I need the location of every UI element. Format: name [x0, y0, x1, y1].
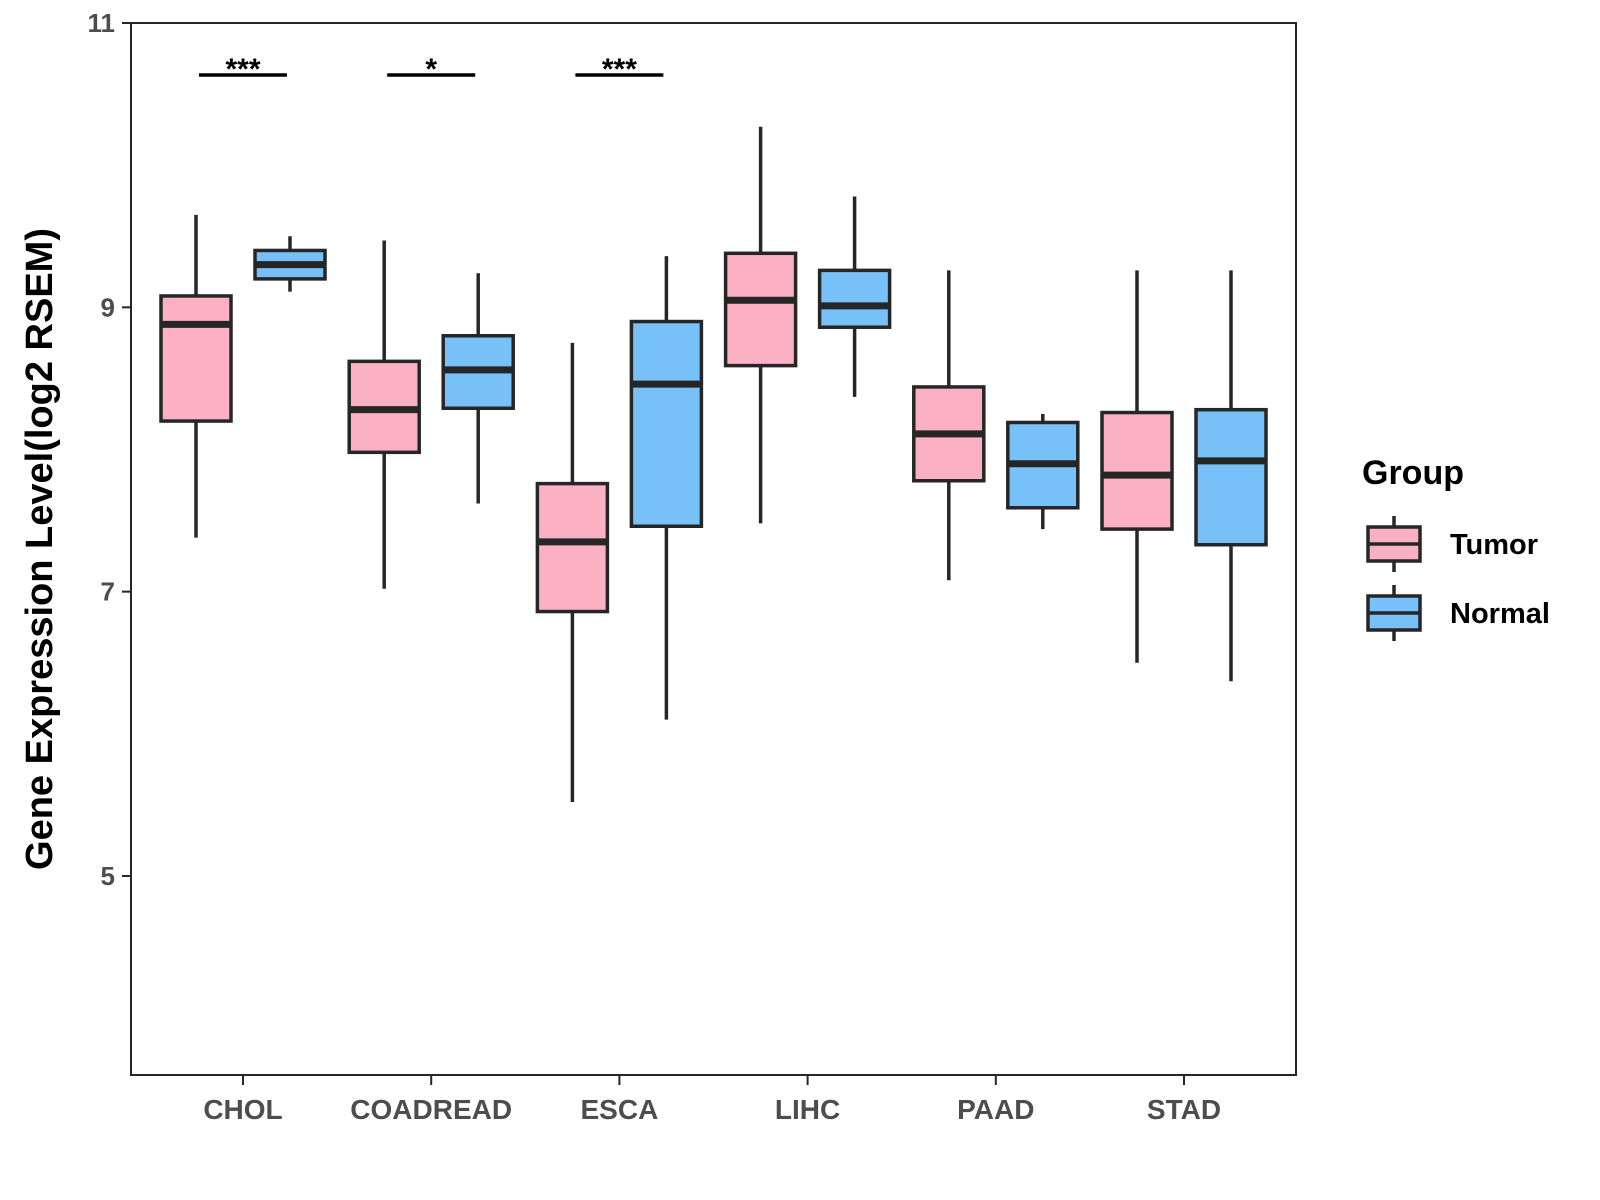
axes: 5 7 9 11 CHOL COADREAD ESCA LIHC PAAD STAD Gene Ex… — [19, 8, 1297, 1125]
legend-title: Group — [1362, 454, 1464, 492]
box-normal-lihc — [817, 196, 892, 397]
box-normal-stad — [1194, 270, 1268, 682]
significance-label: *** — [225, 53, 260, 86]
box-normal-chol — [253, 236, 327, 292]
box-tumor-paad — [912, 270, 986, 581]
plot-area: *** * *** — [159, 53, 1268, 803]
significance-label: *** — [602, 53, 637, 86]
box-iqr — [535, 481, 610, 614]
box-tumor-stad — [1100, 270, 1174, 663]
legend-item-tumor: Tumor — [1366, 516, 1538, 572]
legend: Group Tumor Normal — [1362, 454, 1550, 641]
box-normal-esca — [629, 256, 704, 720]
box-tumor-coadread — [347, 240, 421, 589]
y-tick-label: 5 — [101, 861, 115, 891]
x-tick-label: COADREAD — [350, 1094, 512, 1125]
y-tick-label: 11 — [88, 8, 116, 38]
box-iqr — [1100, 410, 1174, 531]
x-tick-label: ESCA — [581, 1094, 659, 1125]
x-tick-label: PAAD — [957, 1094, 1034, 1125]
box-tumor-lihc — [723, 126, 798, 524]
box-iqr — [159, 294, 233, 423]
y-tick-label: 9 — [101, 292, 115, 322]
legend-item-normal: Normal — [1366, 585, 1550, 641]
box-iqr — [1194, 407, 1268, 547]
y-axis-title: Gene Expression Level(log2 RSEM) — [19, 228, 61, 870]
box-iqr — [629, 319, 704, 529]
box-iqr — [817, 268, 892, 329]
x-tick-label: CHOL — [203, 1094, 282, 1125]
box-tumor-chol — [159, 214, 233, 538]
box-iqr — [723, 251, 798, 368]
x-tick-label: LIHC — [775, 1094, 840, 1125]
legend-label: Tumor — [1450, 529, 1538, 561]
legend-label: Normal — [1450, 598, 1550, 630]
box-normal-paad — [1006, 413, 1080, 530]
significance-label: * — [425, 53, 437, 86]
box-tumor-esca — [535, 342, 610, 803]
box-normal-coadread — [441, 273, 515, 504]
y-tick-label: 7 — [101, 577, 115, 607]
panel-border — [130, 22, 1297, 1076]
x-tick-label: STAD — [1147, 1094, 1221, 1125]
